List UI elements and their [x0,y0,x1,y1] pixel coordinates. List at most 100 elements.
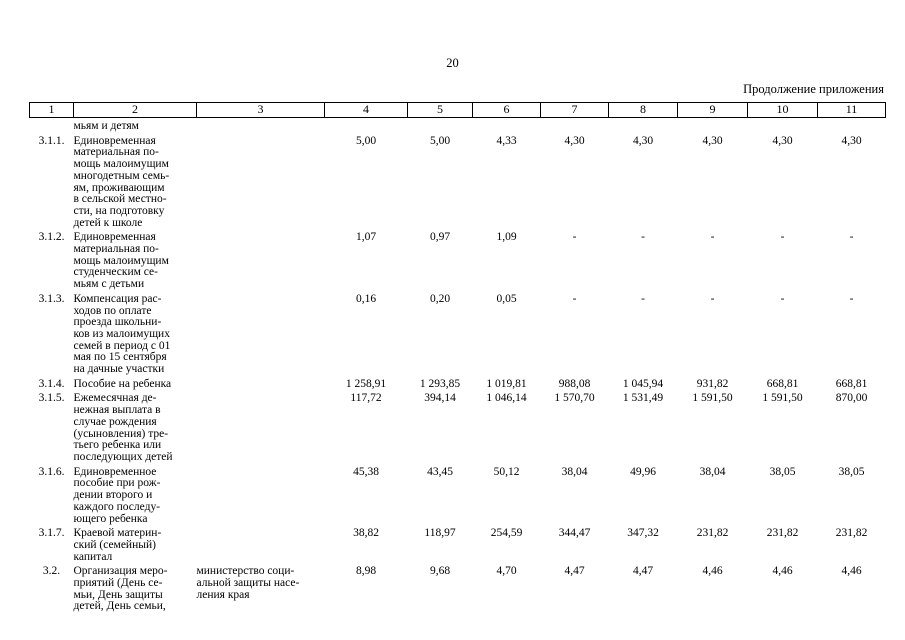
row-number: 3.1.2. [38,231,65,244]
carryover-text: мьям и детям [73,120,139,132]
row-value: 9,68 [429,565,451,578]
row-value: - [780,231,785,244]
row-value: 43,45 [427,465,453,478]
row-title: Организация меро- приятий (День се- мьи,… [73,565,168,613]
row-executor [197,291,325,376]
row-title: Единовременная материальная по- мощь мал… [73,134,170,229]
row-number: 3.1.7. [38,527,65,540]
row-value: 4,47 [632,565,654,578]
column-header: 10 [747,102,818,118]
column-header: 11 [817,102,886,118]
appendix-table: 1 2 3 4 5 6 7 8 9 10 11 мьям и детям 3.1.1. Единов… [29,102,886,613]
column-header: 4 [324,102,408,118]
column-header: 5 [407,102,473,118]
row-executor [197,390,325,463]
row-number: 3.1.5. [38,392,65,405]
row-value: 231,82 [835,527,868,540]
column-header: 9 [677,102,748,118]
row-value: 1 258,91 [345,377,387,390]
row-value: 668,81 [766,377,799,390]
column-header: 2 [73,102,197,118]
row-number: 3.1.3. [38,292,65,305]
row-value: 5,00 [355,134,377,147]
column-header: 6 [472,102,541,118]
table-row: 3.1.3. Компенсация рас- ходов по оплате … [30,291,886,376]
row-value: - [849,231,854,244]
row-number: 3.1.4. [38,377,65,390]
table-body: мьям и детям 3.1.1. Единовременная матер… [30,118,886,614]
row-title: Ежемесячная де- нежная выплата в случае … [73,392,173,463]
row-value: 50,12 [493,465,520,478]
row-value: 0,97 [429,231,451,244]
row-executor [197,376,325,391]
row-value: 231,82 [696,527,729,540]
row-value: 45,38 [353,465,379,478]
row-value: 118,97 [424,527,456,540]
row-value: 668,81 [835,377,868,390]
row-title: Краевой материн- ский (семейный) капитал [73,527,162,563]
row-value: 1 019,81 [486,377,527,390]
row-value: 5,00 [429,134,451,147]
row-value: 1,07 [355,231,377,244]
row-value: - [641,231,645,244]
column-header: 7 [540,102,609,118]
row-executor: министерство соци- альной защиты насе- л… [196,565,300,601]
row-value: - [572,231,577,244]
table-row: 3.1.5. Ежемесячная де- нежная выплата в … [30,390,886,463]
row-value: 254,59 [490,527,523,540]
row-value: 0,20 [429,292,451,305]
row-number: 3.1.6. [38,465,65,478]
row-value: 344,47 [558,527,591,540]
row-value: 931,82 [696,377,729,390]
row-value: 1,09 [496,231,517,244]
row-executor [197,525,325,563]
row-value: 4,30 [841,134,862,147]
row-title: Единовременное пособие при рож- дении вт… [73,465,161,525]
column-header: 1 [29,102,74,118]
row-value: 1 531,49 [622,392,664,405]
row-value: 38,04 [699,465,726,478]
row-value: - [710,231,715,244]
table-row: 3.1.7. Краевой материн- ский (семейный) … [30,525,886,563]
row-value: - [780,292,785,305]
carryover-row: мьям и детям [30,118,886,133]
row-value: 1 591,50 [762,392,803,405]
row-title: Пособие на ребенка [73,377,172,390]
row-number: 3.1.1. [38,134,65,147]
row-value: 4,47 [564,565,585,578]
row-executor [197,133,325,230]
row-value: 1 293,85 [419,377,461,390]
row-value: 231,82 [766,527,799,540]
row-value: 8,98 [355,565,377,578]
row-value: 1 570,70 [554,392,595,405]
row-value: 38,05 [769,465,796,478]
table-row: 3.1.6. Единовременное пособие при рож- д… [30,464,886,526]
carryover-empty-cell [30,118,74,133]
row-value: 49,96 [630,465,656,478]
table-row: 3.1.1. Единовременная материальная по- м… [30,133,886,230]
row-number: 3.2. [42,565,61,578]
row-value: 4,30 [632,134,654,147]
row-executor [197,464,325,526]
row-value: 0,16 [355,292,377,305]
row-value: 4,30 [702,134,723,147]
row-value: - [641,292,645,305]
header-row: 1 2 3 4 5 6 7 8 9 10 11 [29,102,886,118]
row-value: 988,08 [558,377,591,390]
row-value: 394,14 [424,392,456,405]
row-value: 347,32 [627,527,659,540]
row-value: 38,82 [353,527,379,540]
row-value: 4,30 [772,134,793,147]
row-value: 38,05 [838,465,865,478]
row-executor [197,229,325,291]
carryover-filler [197,118,886,133]
row-value: 4,70 [496,565,517,578]
row-value: 4,46 [841,565,862,578]
row-value: 38,04 [561,465,588,478]
row-value: 4,33 [496,134,517,147]
row-value: 870,00 [835,392,868,405]
table-row: 3.1.4. Пособие на ребенка 1 258,91 1 293… [30,376,886,391]
table-row: 3.2. Организация меро- приятий (День се-… [30,563,886,613]
column-header: 8 [608,102,678,118]
